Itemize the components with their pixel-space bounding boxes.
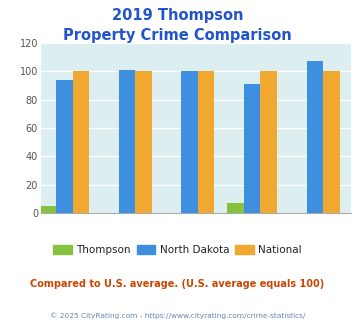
Bar	[181, 71, 198, 213]
Bar	[323, 71, 340, 213]
Bar	[73, 71, 89, 213]
Bar	[244, 84, 261, 213]
Bar	[135, 71, 152, 213]
Text: Compared to U.S. average. (U.S. average equals 100): Compared to U.S. average. (U.S. average …	[31, 279, 324, 289]
Bar	[119, 70, 135, 213]
Text: Property Crime Comparison: Property Crime Comparison	[63, 28, 292, 43]
Bar	[228, 203, 244, 213]
Text: 2019 Thompson: 2019 Thompson	[112, 8, 243, 23]
Bar	[306, 61, 323, 213]
Bar	[40, 206, 56, 213]
Bar	[56, 80, 73, 213]
Legend: Thompson, North Dakota, National: Thompson, North Dakota, National	[49, 241, 306, 259]
Text: © 2025 CityRating.com - https://www.cityrating.com/crime-statistics/: © 2025 CityRating.com - https://www.city…	[50, 312, 305, 318]
Bar	[261, 71, 277, 213]
Bar	[198, 71, 214, 213]
